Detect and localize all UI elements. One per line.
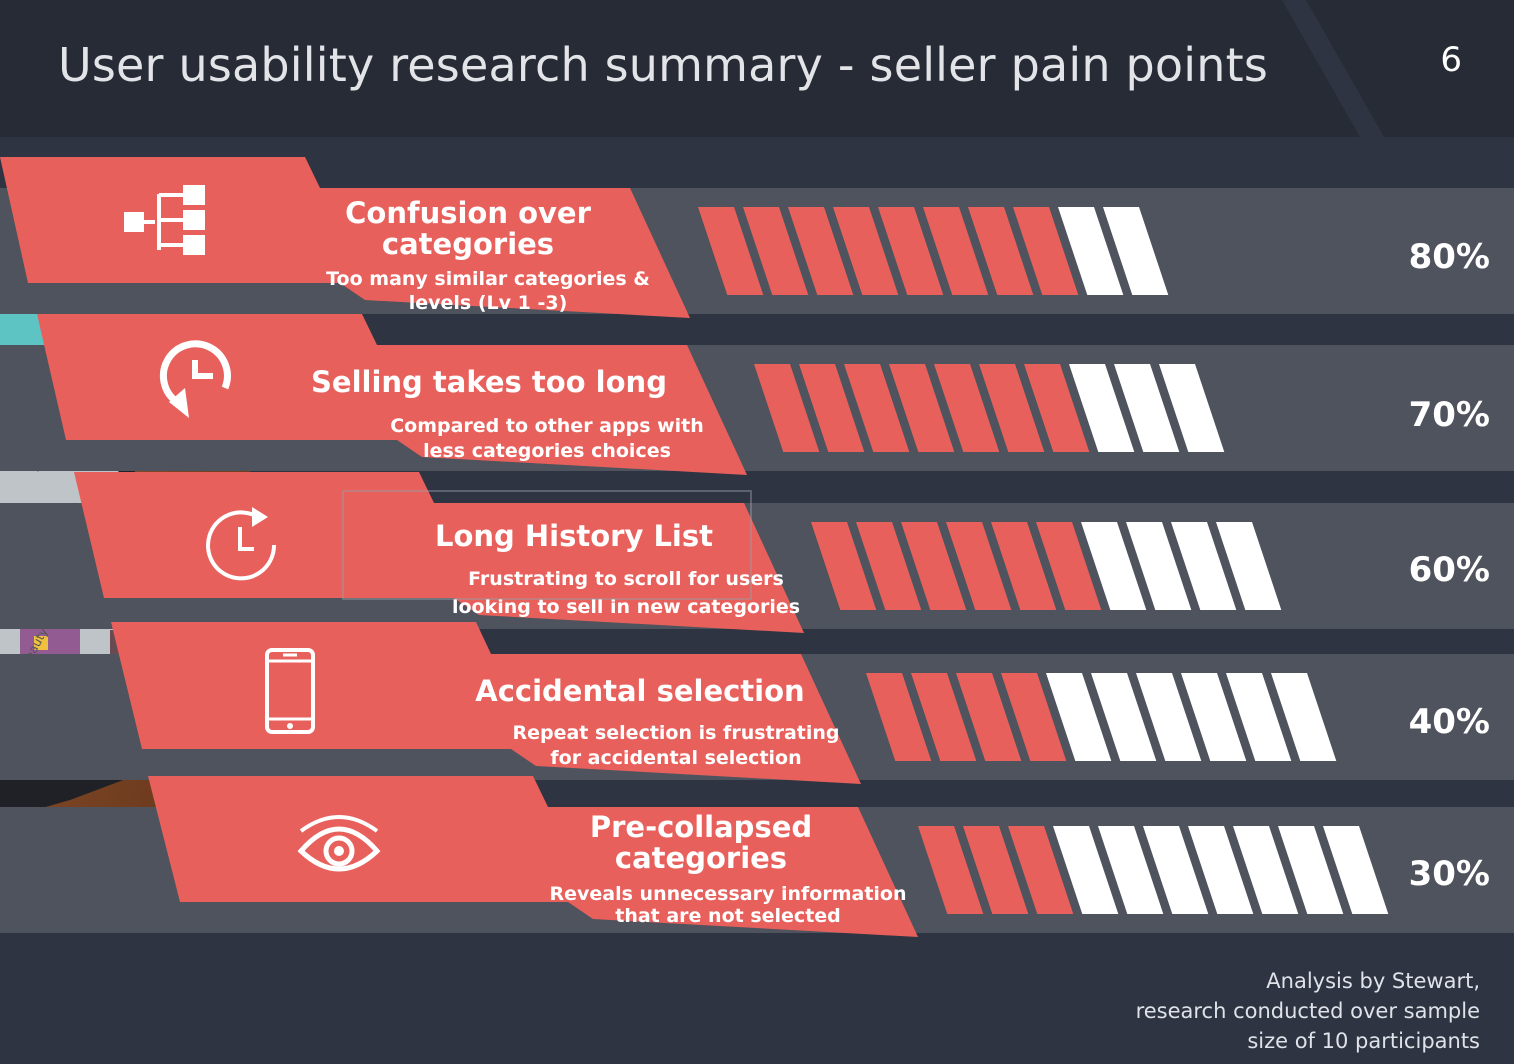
footer-line-2: research conducted over sample bbox=[1135, 999, 1480, 1023]
bar-segment-empty bbox=[1103, 207, 1169, 295]
bar-segment-empty bbox=[1159, 364, 1225, 452]
pain-point-description: Reveals unnecessary information bbox=[550, 883, 907, 905]
bar-segment-filled bbox=[788, 207, 854, 295]
pain-point-title: Confusion over bbox=[345, 196, 591, 230]
pain-point-title-line-2: categories bbox=[615, 841, 787, 875]
bar-segment-empty bbox=[1098, 826, 1164, 914]
selection-outline bbox=[342, 490, 752, 600]
bar-segment-filled bbox=[911, 673, 977, 761]
bar-segment-filled bbox=[754, 364, 820, 452]
bar-segment-filled bbox=[956, 673, 1022, 761]
bar-segment-empty bbox=[1323, 826, 1389, 914]
bar-segment-filled bbox=[799, 364, 865, 452]
bar-segment-empty bbox=[1046, 673, 1112, 761]
page-number: 6 bbox=[1440, 40, 1462, 80]
bar-segment-filled bbox=[946, 522, 1012, 610]
pain-point-title: Selling takes too long bbox=[311, 365, 667, 399]
percentage-label: 30% bbox=[1409, 854, 1490, 894]
pain-point-title: Pre-collapsed bbox=[590, 810, 812, 844]
bar-segment-empty bbox=[1126, 522, 1192, 610]
bar-segment-empty bbox=[1136, 673, 1202, 761]
bar-segment-filled bbox=[698, 207, 764, 295]
bar-segment-empty bbox=[1226, 673, 1292, 761]
bar-segment-empty bbox=[1091, 673, 1157, 761]
bar-segment-empty bbox=[1069, 364, 1135, 452]
bar-segment-filled bbox=[901, 522, 967, 610]
footer-line-1: Analysis by Stewart, bbox=[1266, 969, 1480, 993]
clock-refresh-icon bbox=[159, 340, 231, 418]
bar-segment-filled bbox=[1008, 826, 1074, 914]
percentage-label: 40% bbox=[1409, 702, 1490, 742]
pain-point-row: Accidental selection Repeat selection is … bbox=[0, 622, 1514, 784]
bar-segment-empty bbox=[1188, 826, 1254, 914]
bar-segment-empty bbox=[1114, 364, 1180, 452]
pain-point-description-line-2: for accidental selection bbox=[550, 747, 801, 769]
bar-segment-filled bbox=[743, 207, 809, 295]
percentage-label: 60% bbox=[1409, 550, 1490, 590]
pain-point-description-line-2: that are not selected bbox=[615, 905, 841, 927]
bar-segment-filled bbox=[991, 522, 1057, 610]
pain-point-title: Long History List bbox=[435, 519, 713, 553]
bar-segment-filled bbox=[979, 364, 1045, 452]
pain-point-description: Frustrating to scroll for users bbox=[468, 568, 784, 590]
bar-segment-filled bbox=[889, 364, 955, 452]
pain-point-row: Long History List Frustrating to scroll f… bbox=[0, 472, 1514, 633]
bar-segment-filled bbox=[1036, 522, 1102, 610]
bar-segment-empty bbox=[1216, 522, 1282, 610]
header-diagonal-stripe bbox=[1282, 0, 1384, 137]
footer-line-3: size of 10 participants bbox=[1247, 1029, 1480, 1053]
percentage-label: 70% bbox=[1409, 395, 1490, 435]
bar-segment-empty bbox=[1171, 522, 1237, 610]
pain-point-description-line-2: looking to sell in new categories bbox=[452, 596, 800, 618]
percentage-label: 80% bbox=[1409, 237, 1490, 277]
pain-point-panel bbox=[0, 157, 690, 318]
bar-segment-filled bbox=[963, 826, 1029, 914]
bar-segment-filled bbox=[923, 207, 989, 295]
bar-segment-filled bbox=[1024, 364, 1090, 452]
eye-icon bbox=[297, 815, 381, 872]
bar-segment-empty bbox=[1233, 826, 1299, 914]
pain-point-row: Selling takes too long Compared to other … bbox=[0, 314, 1514, 475]
pain-point-description-line-2: levels (Lv 1 -3) bbox=[409, 292, 568, 314]
bar-segment-empty bbox=[1053, 826, 1119, 914]
smartphone-icon bbox=[265, 648, 315, 734]
bar-segment-filled bbox=[878, 207, 944, 295]
bar-segment-empty bbox=[1181, 673, 1247, 761]
history-clock-icon bbox=[206, 507, 277, 581]
pain-point-description: Compared to other apps with bbox=[390, 415, 704, 437]
bar-segment-empty bbox=[1278, 826, 1344, 914]
bar-segment-filled bbox=[934, 364, 1000, 452]
bar-segment-filled bbox=[844, 364, 910, 452]
bar-segment-empty bbox=[1143, 826, 1209, 914]
pain-point-title-line-2: categories bbox=[382, 227, 554, 261]
pain-point-description: Too many similar categories & bbox=[326, 268, 650, 290]
bar-segment-empty bbox=[1271, 673, 1337, 761]
footer-note: Analysis by Stewart, research conducted … bbox=[1136, 966, 1480, 1056]
pain-point-description: Repeat selection is frustrating bbox=[512, 722, 839, 744]
hierarchy-icon bbox=[124, 185, 205, 255]
bar-segment-filled bbox=[811, 522, 877, 610]
bar-segment-empty bbox=[1058, 207, 1124, 295]
bar-segment-empty bbox=[1081, 522, 1147, 610]
bar-segment-filled bbox=[918, 826, 984, 914]
bar-segment-filled bbox=[1013, 207, 1079, 295]
header-bar: User usability research summary - seller… bbox=[0, 0, 1514, 137]
pain-point-title: Accidental selection bbox=[475, 674, 804, 708]
bar-segment-filled bbox=[833, 207, 899, 295]
pain-point-description-line-2: less categories choices bbox=[423, 440, 671, 462]
bar-segment-filled bbox=[968, 207, 1034, 295]
bar-segment-filled bbox=[866, 673, 932, 761]
bar-segment-filled bbox=[856, 522, 922, 610]
page-title: User usability research summary - seller… bbox=[58, 38, 1269, 92]
bar-segment-filled bbox=[1001, 673, 1067, 761]
